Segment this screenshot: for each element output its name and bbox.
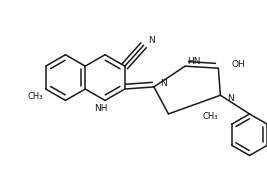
Text: CH₃: CH₃ — [28, 92, 43, 101]
Text: OH: OH — [232, 60, 246, 69]
Text: HN: HN — [187, 57, 201, 67]
Text: N: N — [227, 94, 233, 103]
Text: N: N — [160, 79, 167, 88]
Text: N: N — [148, 36, 155, 45]
Text: CH₃: CH₃ — [203, 111, 218, 121]
Text: NH: NH — [94, 104, 108, 113]
